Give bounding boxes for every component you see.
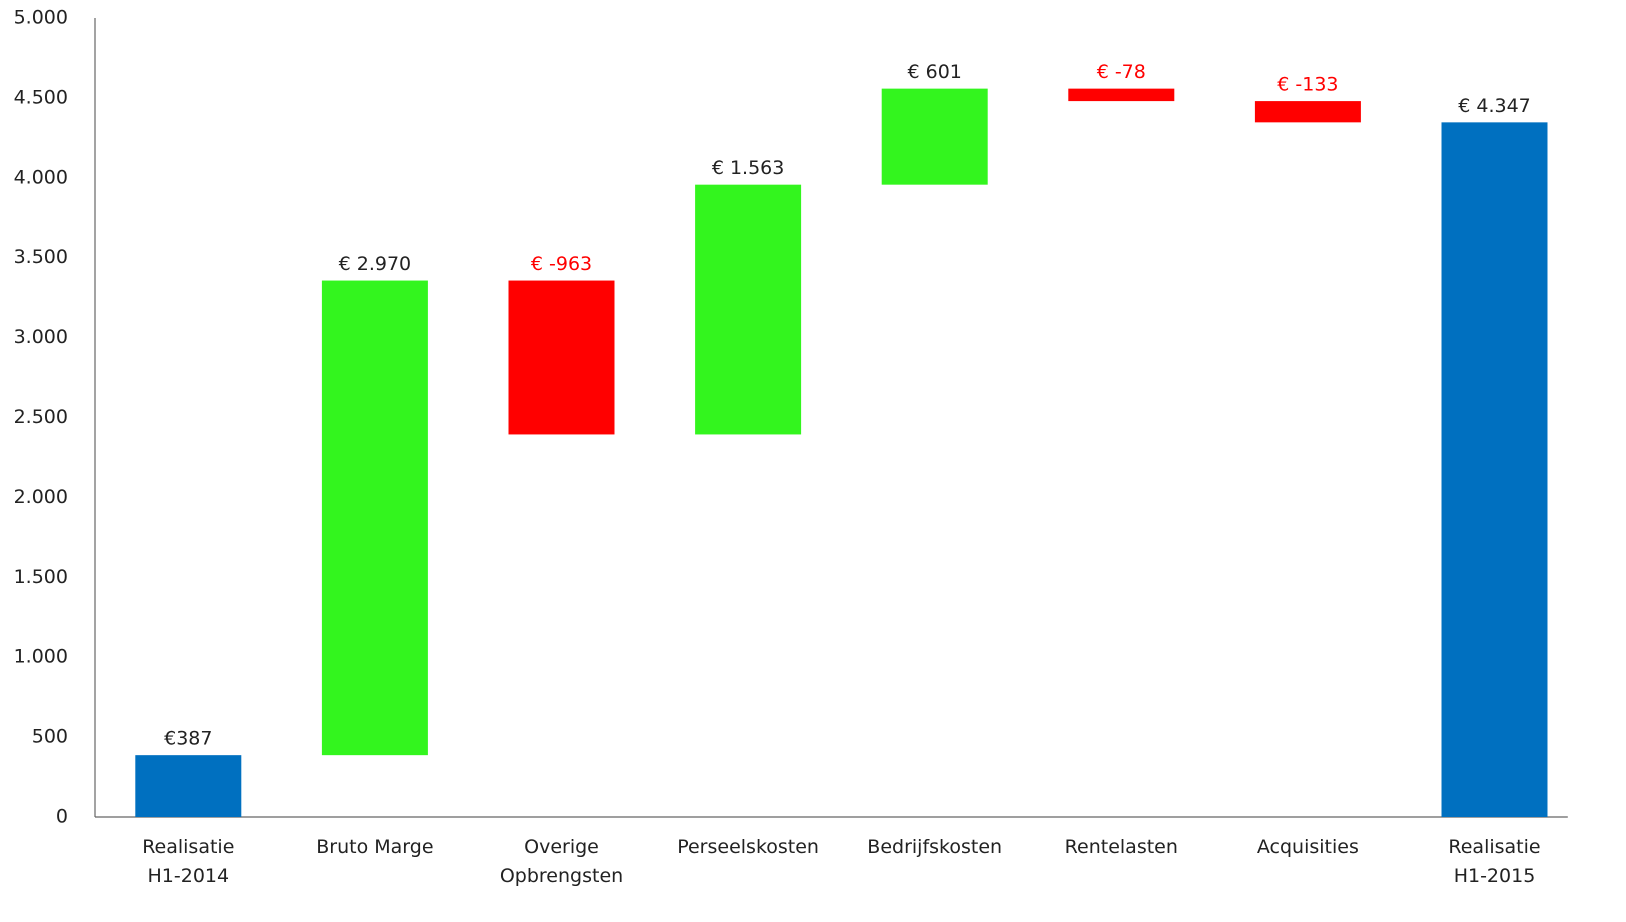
y-tick-label: 0 (56, 806, 68, 828)
value-label: € 601 (907, 61, 961, 83)
x-tick-label: Rentelasten (1064, 836, 1178, 858)
x-tick-label: Acquisities (1256, 836, 1359, 858)
value-label: € 4.347 (1458, 95, 1531, 117)
y-tick-label: 3.500 (14, 246, 68, 268)
x-tick-label: Bedrijfskosten (867, 836, 1003, 858)
bar (1068, 88, 1175, 102)
x-tick-label: Realisatie H1-2015 (1448, 836, 1541, 887)
y-tick-label: 1.500 (14, 566, 68, 588)
y-tick-label: 2.000 (14, 486, 68, 508)
bar (321, 280, 428, 756)
bar (135, 755, 242, 817)
value-label: € 2.970 (339, 253, 412, 275)
y-tick-label: 5.000 (14, 7, 68, 29)
y-tick-label: 4.000 (14, 166, 68, 188)
value-label: €387 (164, 728, 212, 750)
y-tick-label: 4.500 (14, 86, 68, 108)
x-tick-label: Perseelskosten (677, 836, 819, 858)
y-tick-label: 1.000 (14, 646, 68, 668)
x-tick-label: Bruto Marge (316, 836, 434, 858)
value-label: € -133 (1277, 74, 1338, 96)
bar (881, 88, 988, 185)
y-tick-label: 500 (32, 726, 68, 748)
x-tick-label: Overige Opbrengsten (499, 836, 624, 887)
bar (1441, 122, 1548, 817)
x-tick-label: Realisatie H1-2014 (142, 836, 235, 887)
value-label: € -963 (531, 253, 592, 275)
y-tick-label: 2.500 (14, 406, 68, 428)
value-label: € -78 (1097, 61, 1146, 83)
y-tick-label: 3.000 (14, 326, 68, 348)
bar (695, 184, 802, 435)
bar (1254, 101, 1361, 123)
value-label: € 1.563 (712, 157, 785, 179)
bar (508, 280, 615, 435)
